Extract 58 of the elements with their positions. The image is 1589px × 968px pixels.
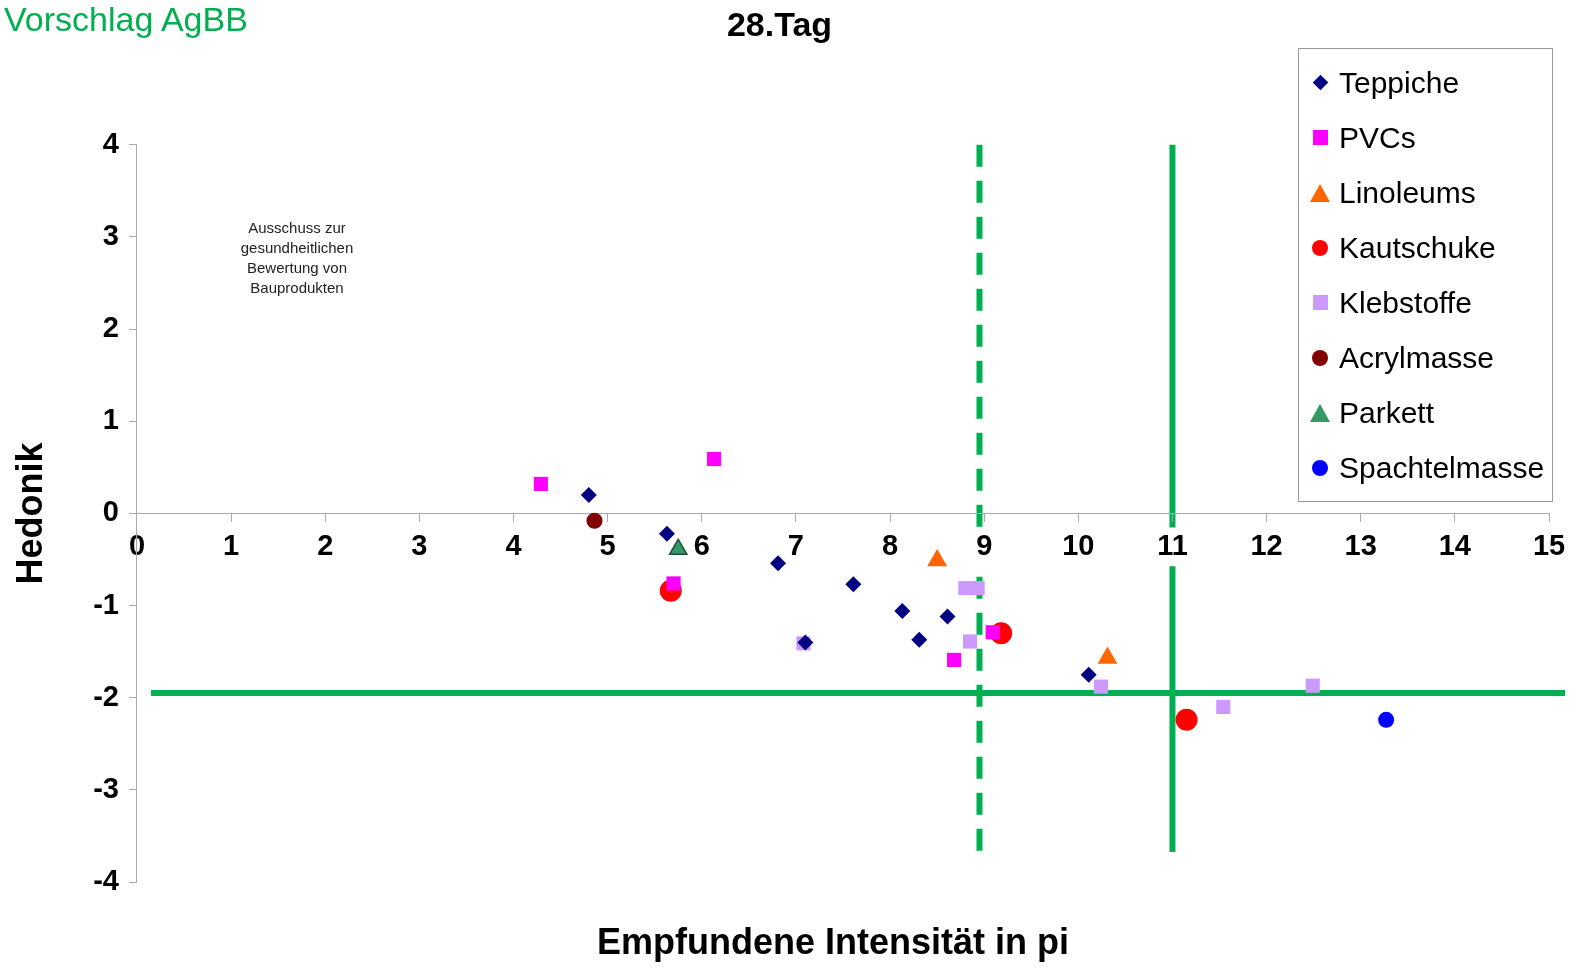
y-tick-label: 3 xyxy=(102,218,119,251)
y-tick-label: -1 xyxy=(93,587,119,620)
legend-label: Klebstoffe xyxy=(1339,285,1472,320)
annotation: Ausschuss zur gesundheitlichen Bewertung von Bauprodukten xyxy=(239,218,355,298)
x-tick-label: 10 xyxy=(1062,528,1095,561)
point xyxy=(939,608,956,625)
point xyxy=(580,486,597,503)
point xyxy=(658,525,675,542)
x-tick-label: 9 xyxy=(976,528,993,561)
point xyxy=(586,512,603,529)
x-tick-label: 6 xyxy=(693,528,710,561)
x-tick-label: 13 xyxy=(1344,528,1377,561)
point xyxy=(1093,679,1108,694)
legend-label: Kautschuke xyxy=(1339,230,1496,265)
point xyxy=(770,555,787,572)
x-tick-label: 14 xyxy=(1438,528,1471,561)
y-tick-label: 1 xyxy=(102,403,119,436)
legend-label: PVCs xyxy=(1339,120,1416,155)
legend-label: Linoleums xyxy=(1339,175,1476,210)
x-tick-label: 8 xyxy=(881,528,899,561)
point xyxy=(1305,678,1320,693)
x-tick-label: 15 xyxy=(1532,528,1566,561)
chart-title: 28.Tag xyxy=(726,4,833,43)
legend-label: Teppiche xyxy=(1339,65,1460,100)
x-tick-label: 1 xyxy=(223,528,240,561)
x-axis-title: Empfundene Intensität in pi xyxy=(596,920,1069,962)
x-tick-label: 2 xyxy=(317,528,334,561)
point xyxy=(911,631,928,648)
y-tick-label: 4 xyxy=(102,126,119,159)
x-tick-label: 11 xyxy=(1157,528,1188,561)
point xyxy=(947,652,962,667)
point xyxy=(1080,666,1097,683)
legend-label: Spachtelmasse xyxy=(1339,450,1545,485)
x-tick-label: 12 xyxy=(1250,528,1283,561)
point xyxy=(985,625,1000,640)
x-tick-label: 3 xyxy=(411,528,428,561)
point xyxy=(845,576,862,593)
legend-label: Parkett xyxy=(1339,395,1435,430)
y-axis-title: Hedonik xyxy=(8,441,50,585)
y-tick-label: -3 xyxy=(93,771,119,804)
point xyxy=(1378,711,1395,728)
y-tick-label: -4 xyxy=(93,864,119,896)
point xyxy=(1216,699,1231,714)
chart-subtitle: Vorschlag AgBB xyxy=(4,0,248,39)
x-tick-label: 7 xyxy=(787,528,804,561)
legend-label: Acrylmasse xyxy=(1339,340,1495,375)
point xyxy=(533,476,548,491)
x-tick-label: 5 xyxy=(599,528,616,561)
y-tick-label: -2 xyxy=(93,679,119,712)
y-tick-label: 2 xyxy=(102,311,119,344)
x-tick-label: 0 xyxy=(128,528,146,561)
point xyxy=(894,603,911,620)
point xyxy=(706,451,722,467)
x-tick-label: 4 xyxy=(505,528,522,561)
point xyxy=(963,634,978,649)
point xyxy=(1175,708,1198,731)
y-tick-label: 0 xyxy=(102,495,119,528)
point xyxy=(970,580,985,596)
